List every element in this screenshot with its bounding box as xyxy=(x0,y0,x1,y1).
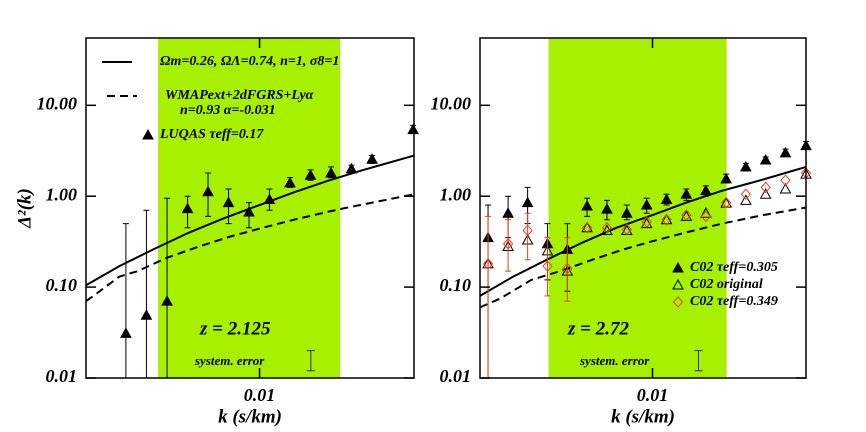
triangle-marker xyxy=(366,153,378,164)
diamond-marker xyxy=(621,223,633,236)
legend-marker xyxy=(672,296,684,308)
triangle-marker xyxy=(222,196,235,208)
legend-label: Ωm=0.26, ΩΛ=0.74, n=1, σ8=1 xyxy=(160,54,339,69)
legend-marker xyxy=(142,128,154,140)
diamond-marker xyxy=(522,224,533,237)
legend-label: C02 τeff=0.349 xyxy=(690,294,778,309)
diamond-marker xyxy=(681,209,692,221)
error-bar xyxy=(524,212,531,261)
triangle-marker xyxy=(502,207,514,218)
legend-label: C02 original xyxy=(690,277,763,292)
diamond-marker xyxy=(542,260,553,272)
y-tick-label: 0.01 xyxy=(440,366,472,386)
legend-marker xyxy=(672,261,684,273)
x-tick-label: 0.01 xyxy=(637,385,669,405)
model-line xyxy=(479,206,807,309)
diamond-marker xyxy=(780,174,791,186)
triangle-marker xyxy=(140,309,153,320)
triangle-marker xyxy=(779,182,792,194)
triangle-marker xyxy=(700,184,712,196)
diamond-marker xyxy=(700,210,712,223)
triangle-marker xyxy=(740,194,752,205)
diamond-marker xyxy=(482,258,494,270)
triangle-marker xyxy=(759,188,772,199)
diamond-marker xyxy=(581,221,593,234)
error-bar xyxy=(143,209,150,379)
y-tick-label: 0.10 xyxy=(440,275,472,295)
diamond-marker xyxy=(661,214,672,226)
error-bar xyxy=(122,223,129,379)
systematics-band xyxy=(548,38,727,378)
legend-marker xyxy=(672,278,684,290)
triangle-marker xyxy=(243,205,255,217)
triangle-marker xyxy=(202,185,214,197)
y-tick-label: 1.00 xyxy=(440,184,472,204)
triangle-marker xyxy=(720,172,733,184)
model-line xyxy=(85,154,415,287)
diamond-marker xyxy=(641,216,652,228)
triangle-marker xyxy=(621,207,633,218)
triangle-marker xyxy=(581,199,593,211)
triangle-marker xyxy=(680,188,693,199)
x-tick-label: 0.01 xyxy=(244,385,276,405)
x-axis-label: k (s/km) xyxy=(611,406,675,427)
diamond-marker xyxy=(760,181,771,194)
y-axis-label: Δ²(k) xyxy=(14,188,35,229)
diamond-marker xyxy=(601,221,613,234)
triangle-marker xyxy=(161,295,173,306)
triangle-marker xyxy=(700,207,712,218)
triangle-marker xyxy=(779,146,792,158)
triangle-marker xyxy=(601,203,613,214)
y-tick-label: 10.00 xyxy=(431,93,472,113)
y-tick-label: 1.00 xyxy=(46,184,78,204)
triangle-marker xyxy=(581,221,593,233)
diamond-marker xyxy=(740,188,752,201)
systematic-error-label: system. error xyxy=(579,353,650,368)
triangle-marker xyxy=(759,153,772,165)
y-tick-label: 0.01 xyxy=(46,366,78,386)
triangle-marker xyxy=(325,166,337,178)
plot-frame xyxy=(479,37,807,379)
x-axis-label: k (s/km) xyxy=(218,406,282,427)
triangle-marker xyxy=(304,169,317,180)
diamond-marker xyxy=(562,262,573,275)
model-line xyxy=(479,165,807,297)
redshift-label: z = 2.72 xyxy=(567,318,629,339)
model-line xyxy=(85,193,415,303)
systematic-error-bar xyxy=(306,350,315,372)
error-bar xyxy=(505,219,512,272)
triangle-marker xyxy=(660,213,673,225)
systematic-error-bar xyxy=(694,350,703,372)
diamond-marker xyxy=(720,196,732,209)
triangle-marker xyxy=(660,193,673,204)
triangle-marker xyxy=(284,176,296,188)
triangle-marker xyxy=(120,327,132,338)
triangle-marker xyxy=(345,162,358,174)
triangle-marker xyxy=(740,160,752,172)
redshift-label: z = 2.125 xyxy=(199,318,271,339)
diamond-marker xyxy=(502,237,514,250)
error-bar xyxy=(564,237,571,302)
y-tick-label: 0.10 xyxy=(46,275,78,295)
legend-label: LUQAS τeff=0.17 xyxy=(159,127,264,142)
triangle-marker xyxy=(521,196,534,208)
legend-label: WMAPext+2dFGRS+Lyα xyxy=(165,88,314,103)
legend-label: n=0.93 α=-0.031 xyxy=(180,103,276,118)
triangle-marker xyxy=(640,198,653,210)
systematic-error-label: system. error xyxy=(194,353,265,368)
triangle-marker xyxy=(407,123,419,135)
triangle-marker xyxy=(181,202,194,214)
legend-label: C02 τeff=0.305 xyxy=(690,260,778,275)
triangle-marker xyxy=(263,193,276,204)
error-bar xyxy=(544,237,551,297)
plot-frame xyxy=(85,37,415,379)
y-tick-label: 10.00 xyxy=(37,93,78,113)
